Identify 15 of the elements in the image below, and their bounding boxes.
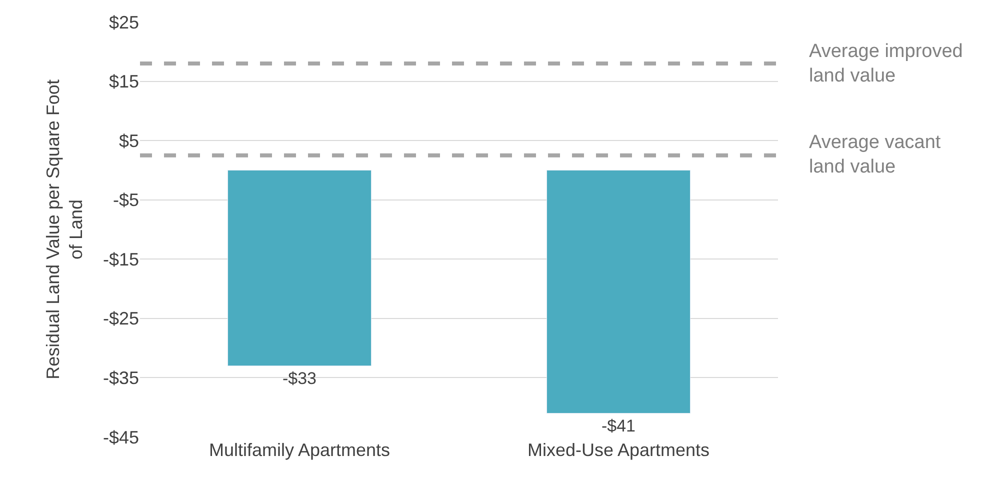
ref-line-label: Average vacant land value — [809, 132, 942, 178]
x-tick-label: Mixed-Use Apartments — [527, 440, 710, 460]
y-tick-label: -$45 — [102, 427, 139, 448]
ref-line-label: Average improved land value — [809, 41, 963, 87]
text: -$33 — [282, 368, 317, 388]
text: -$41 — [601, 416, 636, 436]
y-tick-label: -$25 — [102, 308, 139, 329]
x-tick-label: Multifamily Apartments — [208, 440, 390, 460]
y-tick-label: -$5 — [112, 190, 139, 210]
y-tick-label: $5 — [118, 130, 139, 151]
y-axis-title: Residual Land Value per Square Foot of Land — [42, 80, 86, 380]
y-tick-label: $15 — [108, 72, 139, 92]
y-tick-label: $25 — [108, 12, 139, 32]
y-tick-label: -$15 — [102, 249, 139, 270]
y-tick-label: -$35 — [102, 368, 139, 388]
